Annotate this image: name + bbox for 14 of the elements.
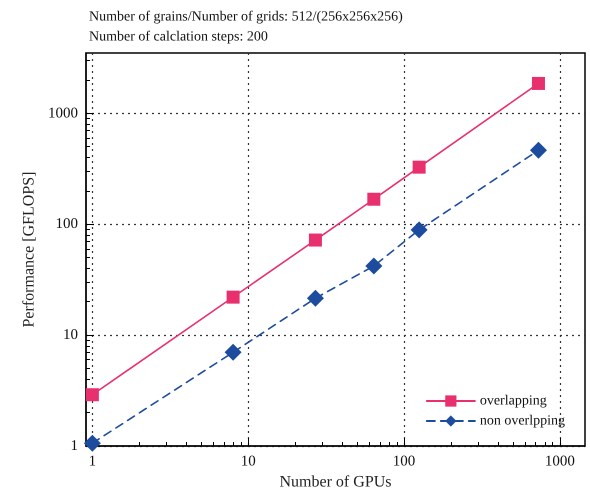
x-axis-title: Number of GPUs bbox=[280, 474, 392, 490]
y-axis-title: Performance [GFLOPS] bbox=[20, 172, 38, 328]
y-tick-label: 10 bbox=[63, 327, 78, 344]
chart-subtitle: Number of calclation steps: 200 bbox=[89, 30, 268, 44]
chart-title: Number of grains/Number of grids: 512/(256x256x256) bbox=[89, 10, 404, 24]
legend-label: overlapping bbox=[480, 394, 547, 408]
legend-label: non overlpping bbox=[480, 414, 565, 428]
x-tick-label: 1000 bbox=[544, 454, 575, 470]
y-tick-label: 1000 bbox=[48, 105, 78, 122]
y-tick-label: 100 bbox=[56, 216, 78, 232]
y-tick-label: 1 bbox=[70, 438, 78, 454]
x-tick-label: 100 bbox=[392, 454, 416, 470]
x-tick-label: 1 bbox=[88, 454, 96, 470]
x-tick-label: 10 bbox=[240, 454, 256, 470]
